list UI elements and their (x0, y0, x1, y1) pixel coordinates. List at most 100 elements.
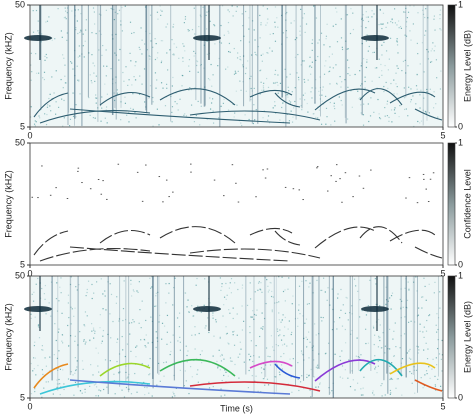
noise (200, 311, 202, 314)
noise (225, 333, 228, 335)
noise (409, 348, 411, 351)
noise (385, 286, 387, 288)
noise (120, 20, 122, 22)
noise (330, 124, 332, 126)
noise (194, 334, 196, 336)
noise (287, 94, 289, 96)
noise (144, 339, 146, 341)
noise (350, 8, 352, 10)
noise (45, 365, 47, 367)
noise (397, 67, 399, 70)
noise (379, 118, 382, 120)
noise (173, 53, 175, 55)
noise (416, 290, 418, 292)
noise (69, 124, 71, 127)
noise (252, 122, 255, 125)
noise (313, 359, 315, 361)
noise (319, 87, 322, 89)
noise (306, 346, 308, 348)
noise (284, 68, 286, 70)
speck (145, 164, 147, 166)
noise (390, 308, 392, 310)
noise (41, 349, 43, 351)
noise (263, 82, 265, 84)
noise (239, 353, 241, 355)
noise (254, 380, 256, 382)
noise (223, 358, 225, 360)
noise (267, 119, 269, 121)
noise (387, 69, 389, 71)
noise (152, 96, 154, 99)
noise (363, 103, 365, 105)
noise (422, 13, 425, 15)
noise (51, 39, 53, 41)
noise (415, 103, 417, 105)
noise (242, 81, 244, 83)
noise (115, 82, 117, 84)
noise (245, 90, 247, 92)
noise (107, 281, 109, 283)
noise (57, 383, 59, 385)
noise (30, 313, 32, 315)
noise (232, 15, 234, 17)
noise (175, 92, 177, 94)
noise (223, 374, 225, 377)
call-trace (39, 248, 151, 262)
noise (84, 325, 86, 327)
noise (281, 319, 283, 322)
noise (213, 24, 215, 26)
frame (29, 275, 444, 399)
noise (221, 5, 224, 7)
noise (270, 360, 272, 362)
noise (254, 51, 256, 54)
noise (297, 378, 299, 381)
noise (233, 73, 236, 75)
noise (440, 70, 442, 72)
noise (315, 334, 317, 336)
noise (259, 335, 261, 338)
noise (220, 42, 223, 44)
noise (425, 30, 427, 32)
noise (78, 284, 80, 286)
noise (183, 22, 185, 24)
colorbar-tick-label: 0 (458, 392, 463, 402)
noise (352, 12, 354, 14)
noise (433, 91, 435, 93)
noise (193, 315, 195, 317)
noise (212, 110, 214, 112)
noise (110, 7, 112, 10)
noise (139, 48, 141, 51)
noise (208, 387, 211, 389)
noise (177, 109, 179, 111)
noise (305, 280, 307, 282)
call-trace (359, 358, 403, 377)
noise (237, 70, 239, 72)
noise (299, 313, 301, 315)
noise (196, 64, 198, 67)
call-trace (189, 381, 321, 392)
noise (60, 78, 62, 81)
noise (102, 44, 104, 47)
speck (330, 175, 332, 177)
noise (387, 348, 389, 350)
noise (185, 380, 187, 382)
noise (228, 11, 230, 13)
noise (249, 78, 251, 80)
noise (97, 352, 100, 354)
noise (104, 290, 106, 292)
noise (369, 115, 372, 117)
noise (144, 6, 147, 8)
noise (291, 343, 293, 345)
noise (197, 305, 199, 307)
noise (277, 74, 279, 76)
noise (102, 293, 104, 295)
noise (239, 80, 241, 82)
speck (408, 177, 411, 179)
noise (331, 328, 334, 331)
noise (390, 377, 392, 379)
noise (193, 50, 195, 53)
noise (149, 277, 151, 279)
noise (337, 297, 339, 299)
noise (399, 105, 401, 107)
noise (303, 99, 306, 101)
